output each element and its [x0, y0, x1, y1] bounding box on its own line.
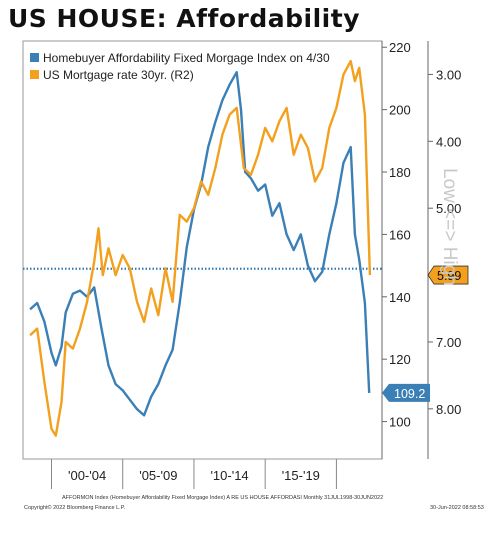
- legend-swatch-affordability: [30, 53, 39, 62]
- chart-title: US HOUSE: Affordability: [8, 4, 360, 33]
- series-layer: [29, 59, 372, 437]
- footer-timestamp: 30-Jun-2022 08:58:53: [430, 505, 484, 511]
- side-label: Low <=> High: [439, 168, 460, 286]
- mortgage-last-value-tag: 5.99: [427, 265, 469, 285]
- axes: 1001201401601802002203.004.005.006.007.0…: [50, 40, 461, 489]
- plot-frame: [22, 40, 383, 460]
- rate-axis-tick-label: 5.00: [436, 201, 461, 216]
- legend-swatch-mortgage: [30, 70, 39, 79]
- right-axis-tick-label: 160: [389, 227, 411, 242]
- x-axis-tick-label: '05-'09: [139, 468, 177, 483]
- footer-copyright: Copyright© 2022 Bloomberg Finance L.P.: [24, 504, 126, 511]
- right-axis-tick-label: 140: [389, 290, 411, 305]
- affordability-last-value-tag: 109.2: [382, 383, 430, 402]
- right-axis-tick-label: 180: [389, 165, 411, 180]
- legend: Homebuyer Affordability Fixed Morgage In…: [30, 51, 330, 82]
- legend-label-mortgage: US Mortgage rate 30yr. (R2): [43, 68, 194, 82]
- rate-axis-tick-label: 7.00: [436, 335, 461, 350]
- right-axis-tick-label: 100: [389, 415, 411, 430]
- right-axis-tick-label: 200: [389, 103, 411, 118]
- x-axis-tick-label: '15-'19: [282, 468, 320, 483]
- x-axis-tick-label: '00-'04: [68, 468, 106, 483]
- mortgage-tag-value: 5.99: [437, 269, 461, 283]
- rate-axis-tick-label: 8.00: [436, 402, 461, 417]
- affordability-tag-value: 109.2: [394, 387, 425, 401]
- rate-axis-tick-label: 4.00: [436, 134, 461, 149]
- mortgage-series-line: [29, 59, 372, 437]
- footer-source: AFFORMON Index (Homebuyer Affordability …: [62, 495, 383, 501]
- affordability-tag-box: [382, 383, 430, 402]
- right-axis-tick-label: 120: [389, 352, 411, 367]
- legend-label-affordability: Homebuyer Affordability Fixed Morgage In…: [43, 51, 330, 65]
- value-tags: 109.2 5.99: [382, 265, 469, 402]
- rate-axis-tick-label: 3.00: [436, 67, 461, 82]
- right-axis-tick-label: 220: [389, 40, 411, 55]
- mortgage-tag-box: [427, 265, 469, 285]
- affordability-series-line: [29, 71, 371, 417]
- x-axis-tick-label: '10-'14: [210, 468, 248, 483]
